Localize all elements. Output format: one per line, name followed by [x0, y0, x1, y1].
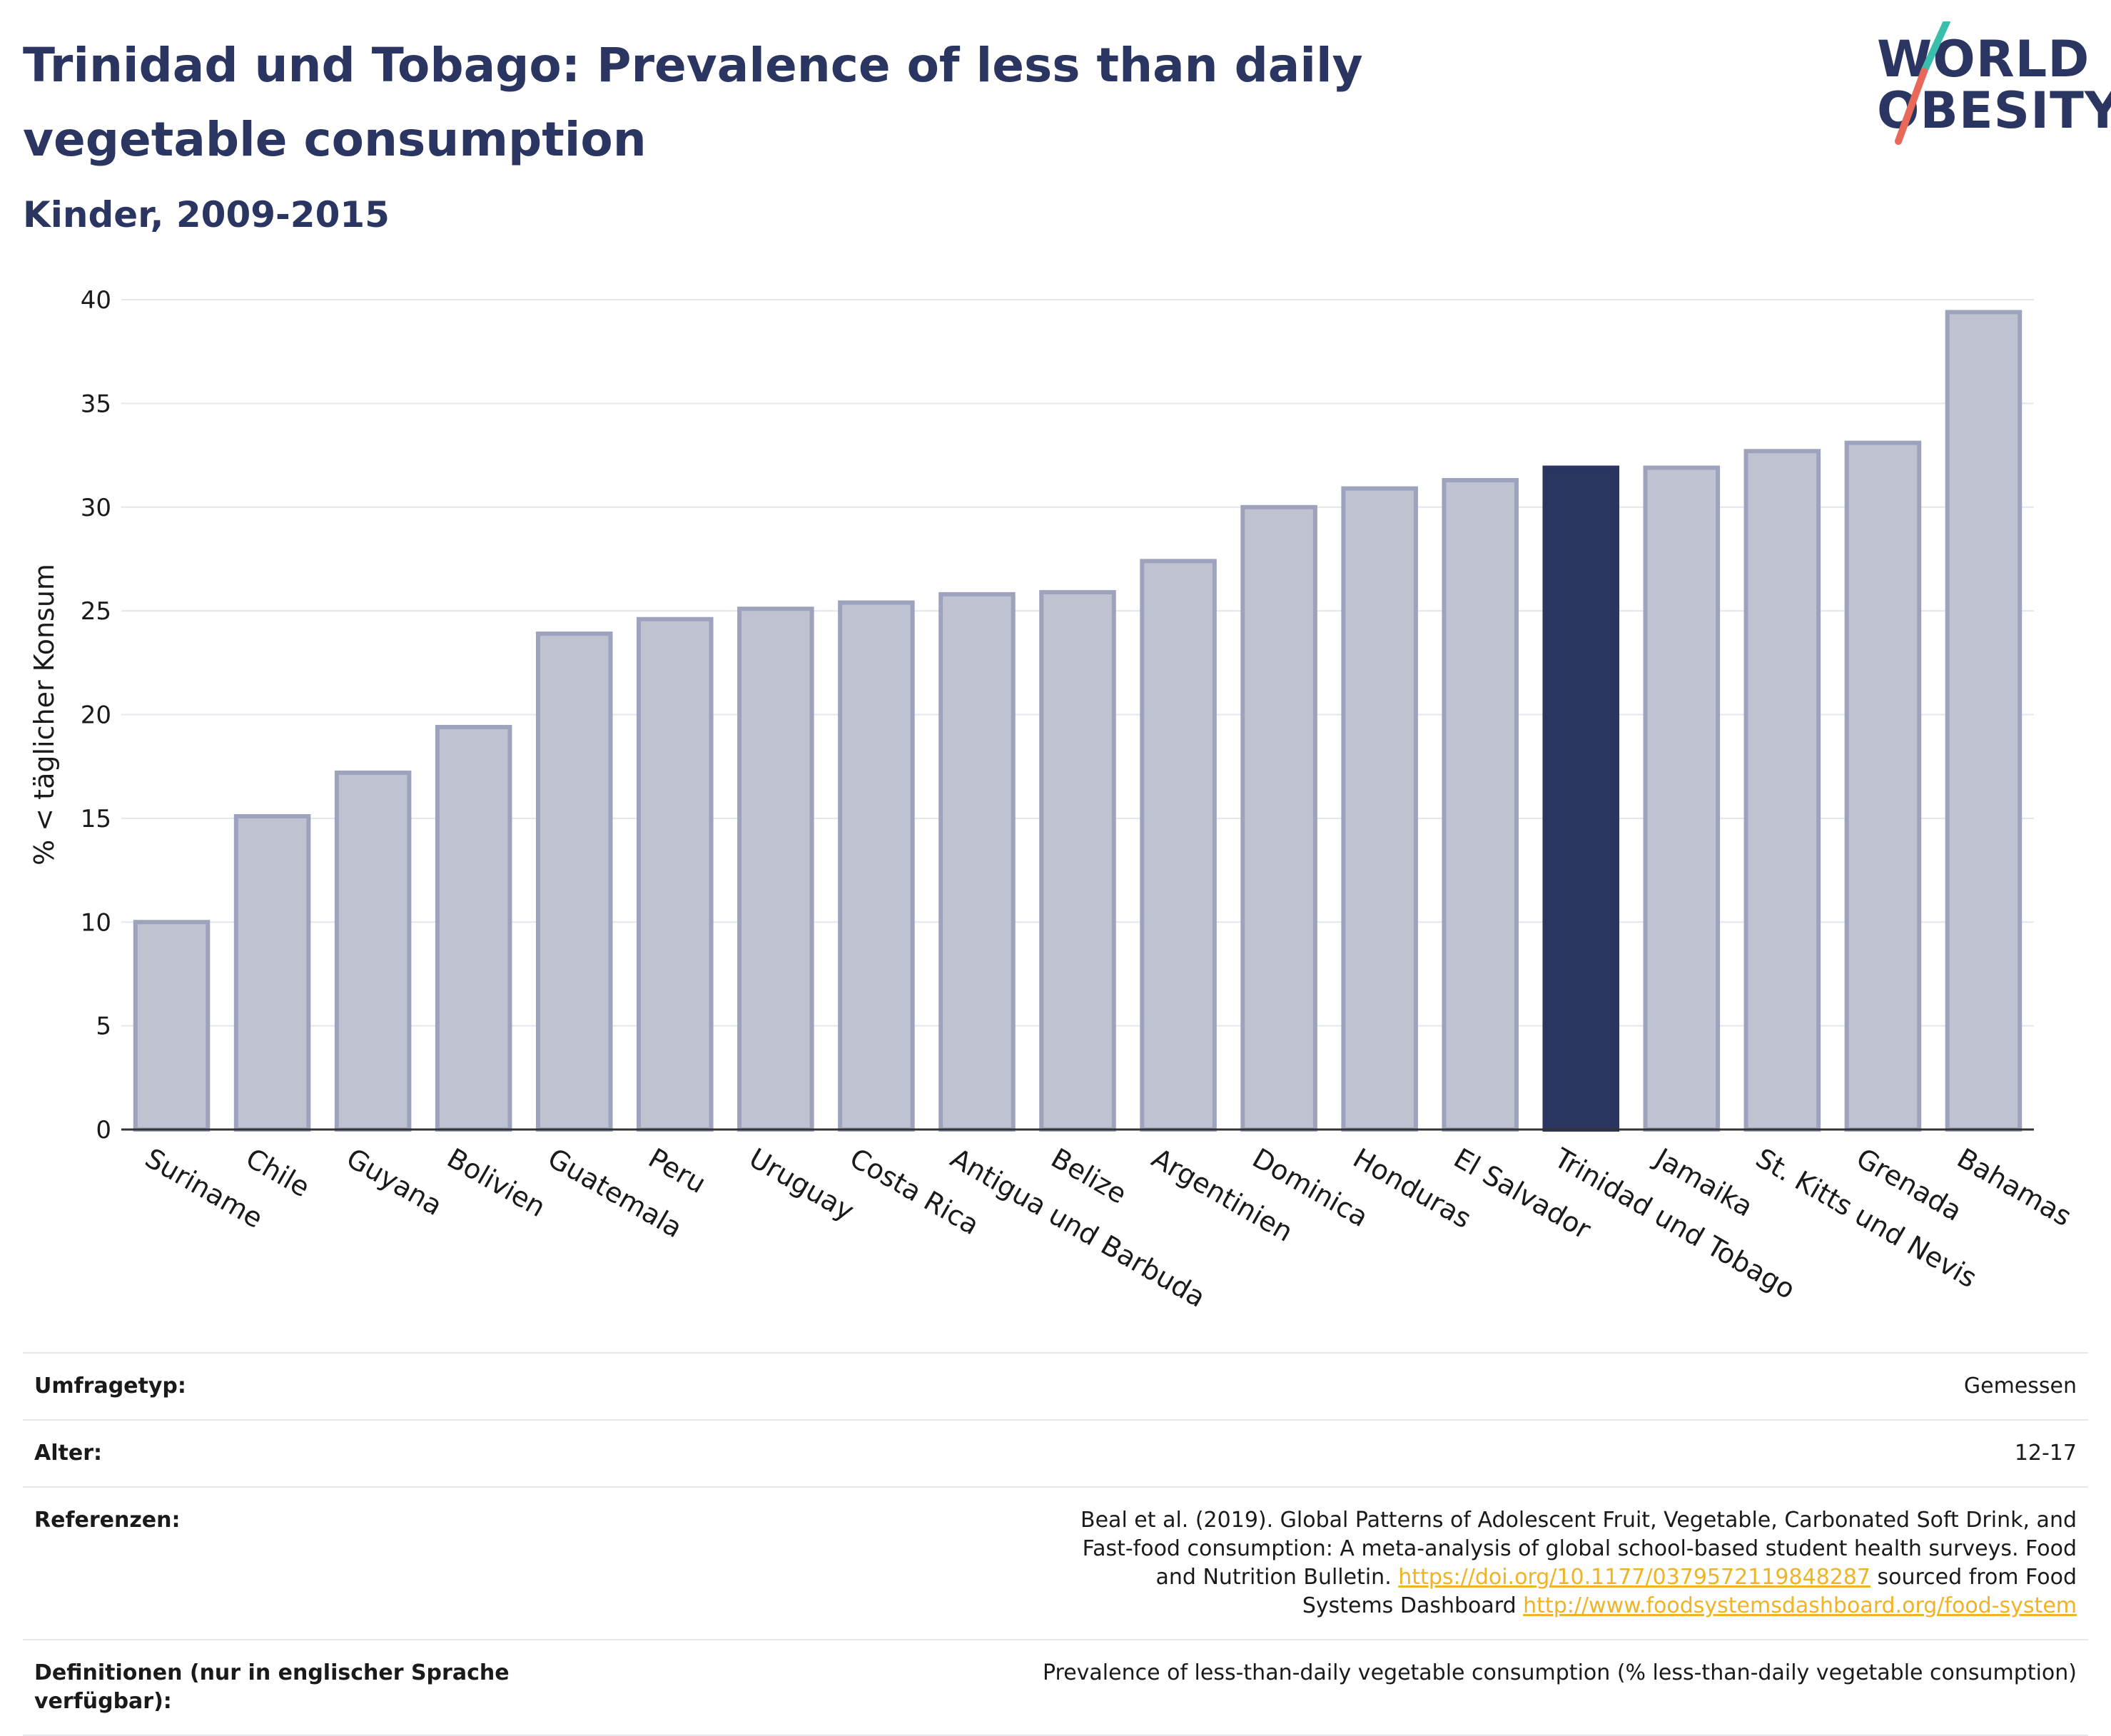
chart-subtitle: Kinder, 2009-2015	[23, 194, 390, 235]
y-tick-label: 35	[81, 390, 111, 418]
bar-costa-rica	[838, 600, 915, 1132]
info-table: Umfragetyp: Gemessen Alter: 12-17 Refere…	[23, 1352, 2088, 1736]
y-tick-label: 40	[81, 286, 111, 315]
reference-source-text: sourced from Food Systems Dashboard	[1302, 1565, 2077, 1618]
y-tick-label: 5	[96, 1012, 111, 1041]
info-value: Beal et al. (2019). Global Patterns of A…	[548, 1506, 2077, 1620]
info-row-age: Alter: 12-17	[23, 1419, 2088, 1486]
bar-belize	[1039, 589, 1116, 1132]
bar-bolivien	[435, 724, 512, 1132]
info-value: 12-17	[2014, 1441, 2077, 1466]
x-tick-label: Peru	[643, 1142, 711, 1199]
bar-uruguay	[737, 606, 814, 1132]
y-tick-label: 30	[81, 494, 111, 522]
y-tick-label: 0	[96, 1116, 111, 1144]
info-row-references: Referenzen: Beal et al. (2019). Global P…	[23, 1486, 2088, 1639]
info-key: Umfragetyp:	[34, 1374, 186, 1399]
bar-dominica	[1240, 504, 1317, 1132]
bar-bahamas	[1945, 310, 2023, 1132]
bar-guatemala	[535, 631, 613, 1132]
bar-chile	[233, 813, 311, 1132]
x-tick-label: Uruguay	[744, 1142, 859, 1227]
bar-suriname	[133, 920, 211, 1132]
doi-link[interactable]: https://doi.org/10.1177/0379572119848287	[1398, 1565, 1870, 1590]
world-obesity-logo: WORLD OBESITY	[1856, 21, 2111, 157]
bar-peru	[637, 616, 714, 1132]
bar-jamaika	[1643, 465, 1721, 1132]
y-tick-label: 25	[81, 597, 111, 626]
y-tick-label: 20	[81, 701, 111, 730]
y-axis-ticks: 0 5 10 15 20 25 30 35 40	[81, 286, 111, 1144]
info-key: Referenzen:	[34, 1508, 181, 1533]
y-tick-label: 10	[81, 908, 111, 937]
bar-grenada	[1844, 440, 1922, 1132]
bar-honduras	[1341, 486, 1418, 1132]
x-tick-label: Bolivien	[442, 1142, 551, 1224]
bar-guyana	[334, 770, 412, 1132]
y-tick-label: 15	[81, 805, 111, 833]
bars	[133, 310, 2023, 1132]
y-axis-label: % < täglicher Konsum	[29, 564, 60, 866]
x-tick-label: Chile	[241, 1142, 315, 1204]
reference-text: Beal et al. (2019). Global Patterns of A…	[1080, 1508, 2077, 1590]
bar-antigua-und-barbuda	[938, 592, 1016, 1132]
bar-st-kitts-und-nevis	[1743, 449, 1821, 1132]
x-tick-label: Guyana	[341, 1142, 447, 1222]
x-tick-label: Bahamas	[1952, 1142, 2077, 1233]
chart-title: Trinidad und Tobago: Prevalence of less …	[23, 38, 1363, 167]
info-key: Alter:	[34, 1441, 102, 1466]
logo-slash-icon	[1895, 21, 1950, 145]
info-value: Gemessen	[1963, 1374, 2077, 1399]
logo-line-1: WORLD	[1877, 30, 2090, 88]
info-value: Prevalence of less-than-daily vegetable …	[1042, 1660, 2077, 1685]
info-key: Definitionen (nur in englischer Sprache …	[34, 1660, 510, 1714]
bar-el-salvador	[1442, 477, 1519, 1132]
food-systems-link[interactable]: http://www.foodsystemsdashboard.org/food…	[1523, 1593, 2077, 1618]
bar-argentinien	[1140, 559, 1217, 1132]
info-row-survey-type: Umfragetyp: Gemessen	[23, 1352, 2088, 1419]
bar-trinidad-und-tobago	[1542, 465, 1620, 1132]
info-row-definitions: Definitionen (nur in englischer Sprache …	[23, 1639, 2088, 1736]
